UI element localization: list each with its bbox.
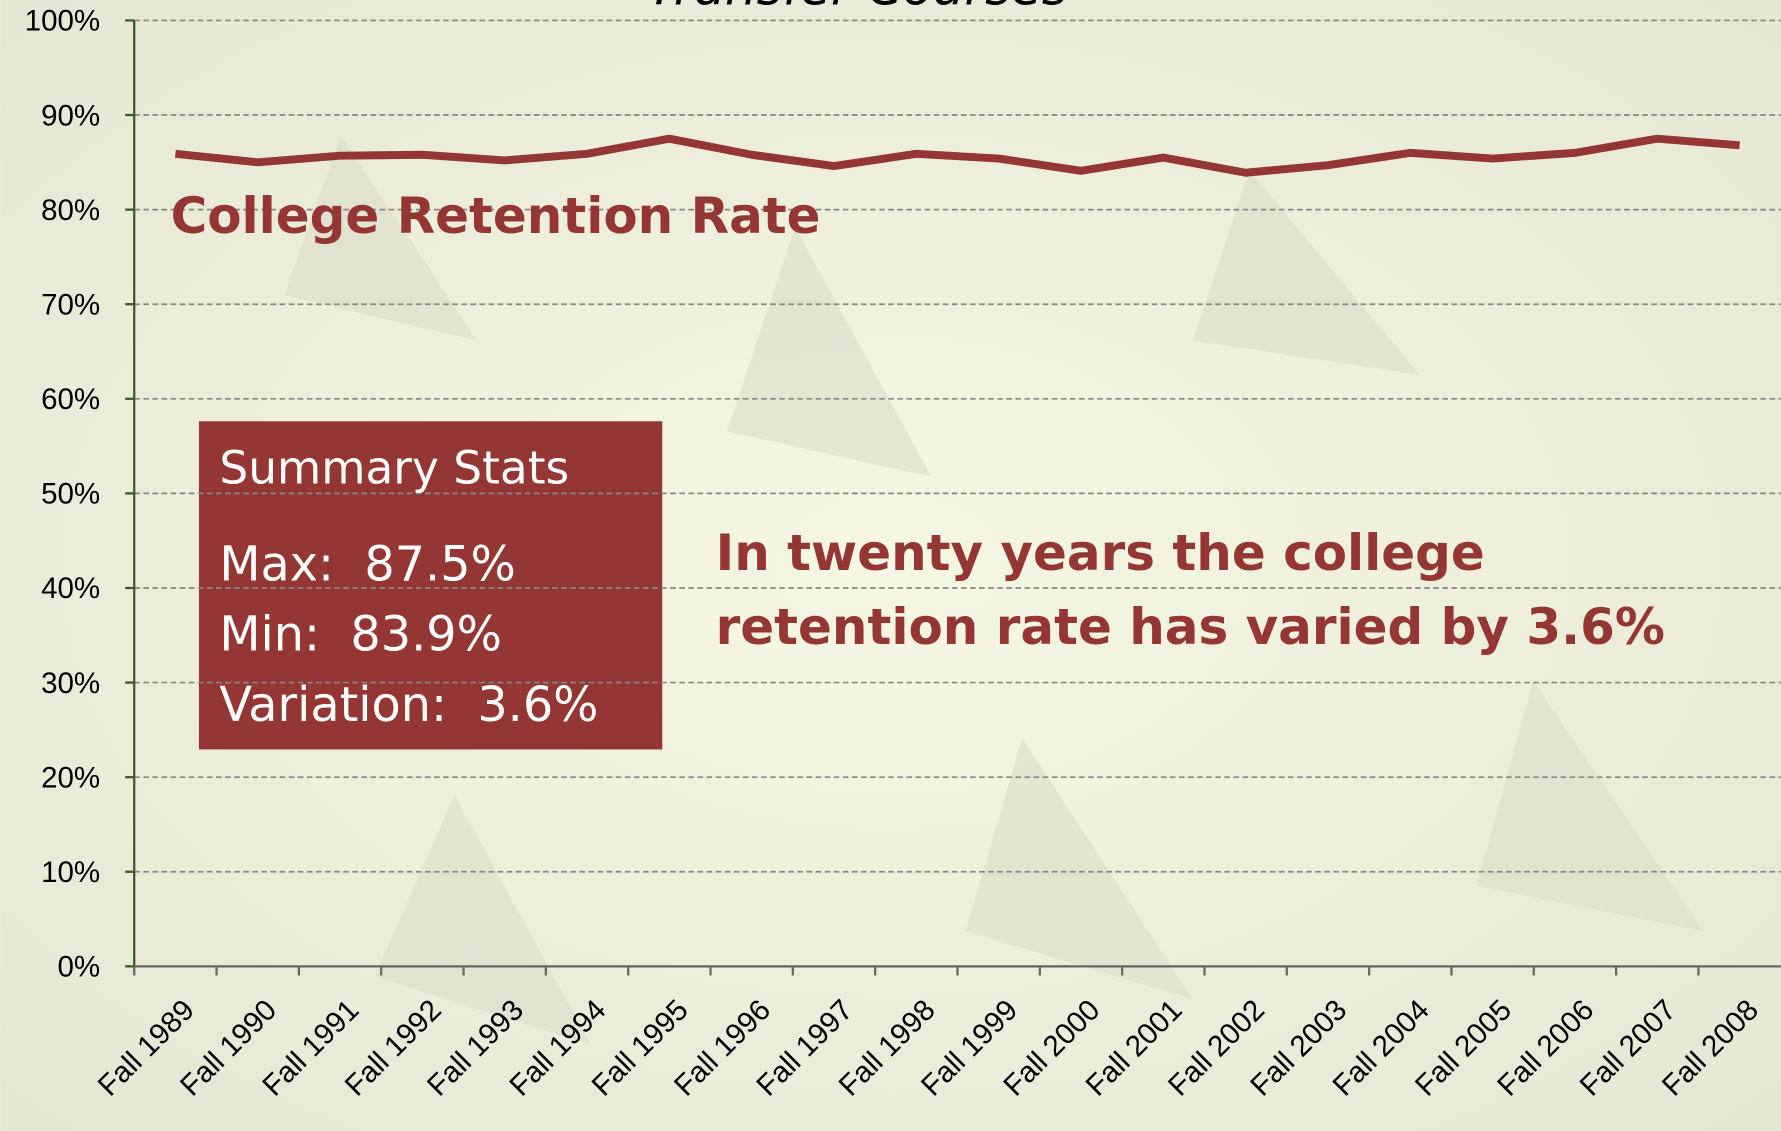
y-tick-label: 60%	[41, 383, 100, 416]
data-line	[174, 134, 1740, 177]
y-tick-label: 70%	[41, 288, 100, 321]
y-tick-label: 20%	[41, 761, 100, 794]
y-tick-label: 30%	[41, 667, 100, 700]
chart-title: Transfer Courses	[647, 0, 1068, 17]
annotation: retention rate has varied by 3.6%	[716, 598, 1665, 656]
series-label: College Retention Rate	[171, 187, 821, 245]
y-tick-label: 80%	[41, 194, 100, 227]
summary-line: Min: 83.9%	[219, 608, 502, 663]
background-pattern	[284, 136, 1704, 1045]
summary-line: Max: 87.5%	[219, 537, 515, 592]
summary-title: Summary Stats	[219, 442, 569, 495]
summary-line: Variation: 3.6%	[219, 678, 598, 733]
summary-box	[198, 421, 663, 750]
y-tick-label: 100%	[25, 5, 101, 38]
y-tick-label: 90%	[41, 99, 100, 132]
y-tick-label: 10%	[41, 856, 100, 889]
y-tick-label: 0%	[57, 951, 100, 984]
y-tick-label: 40%	[41, 572, 100, 605]
annotation: In twenty years the college	[716, 524, 1485, 582]
y-tick-label: 50%	[41, 478, 100, 511]
